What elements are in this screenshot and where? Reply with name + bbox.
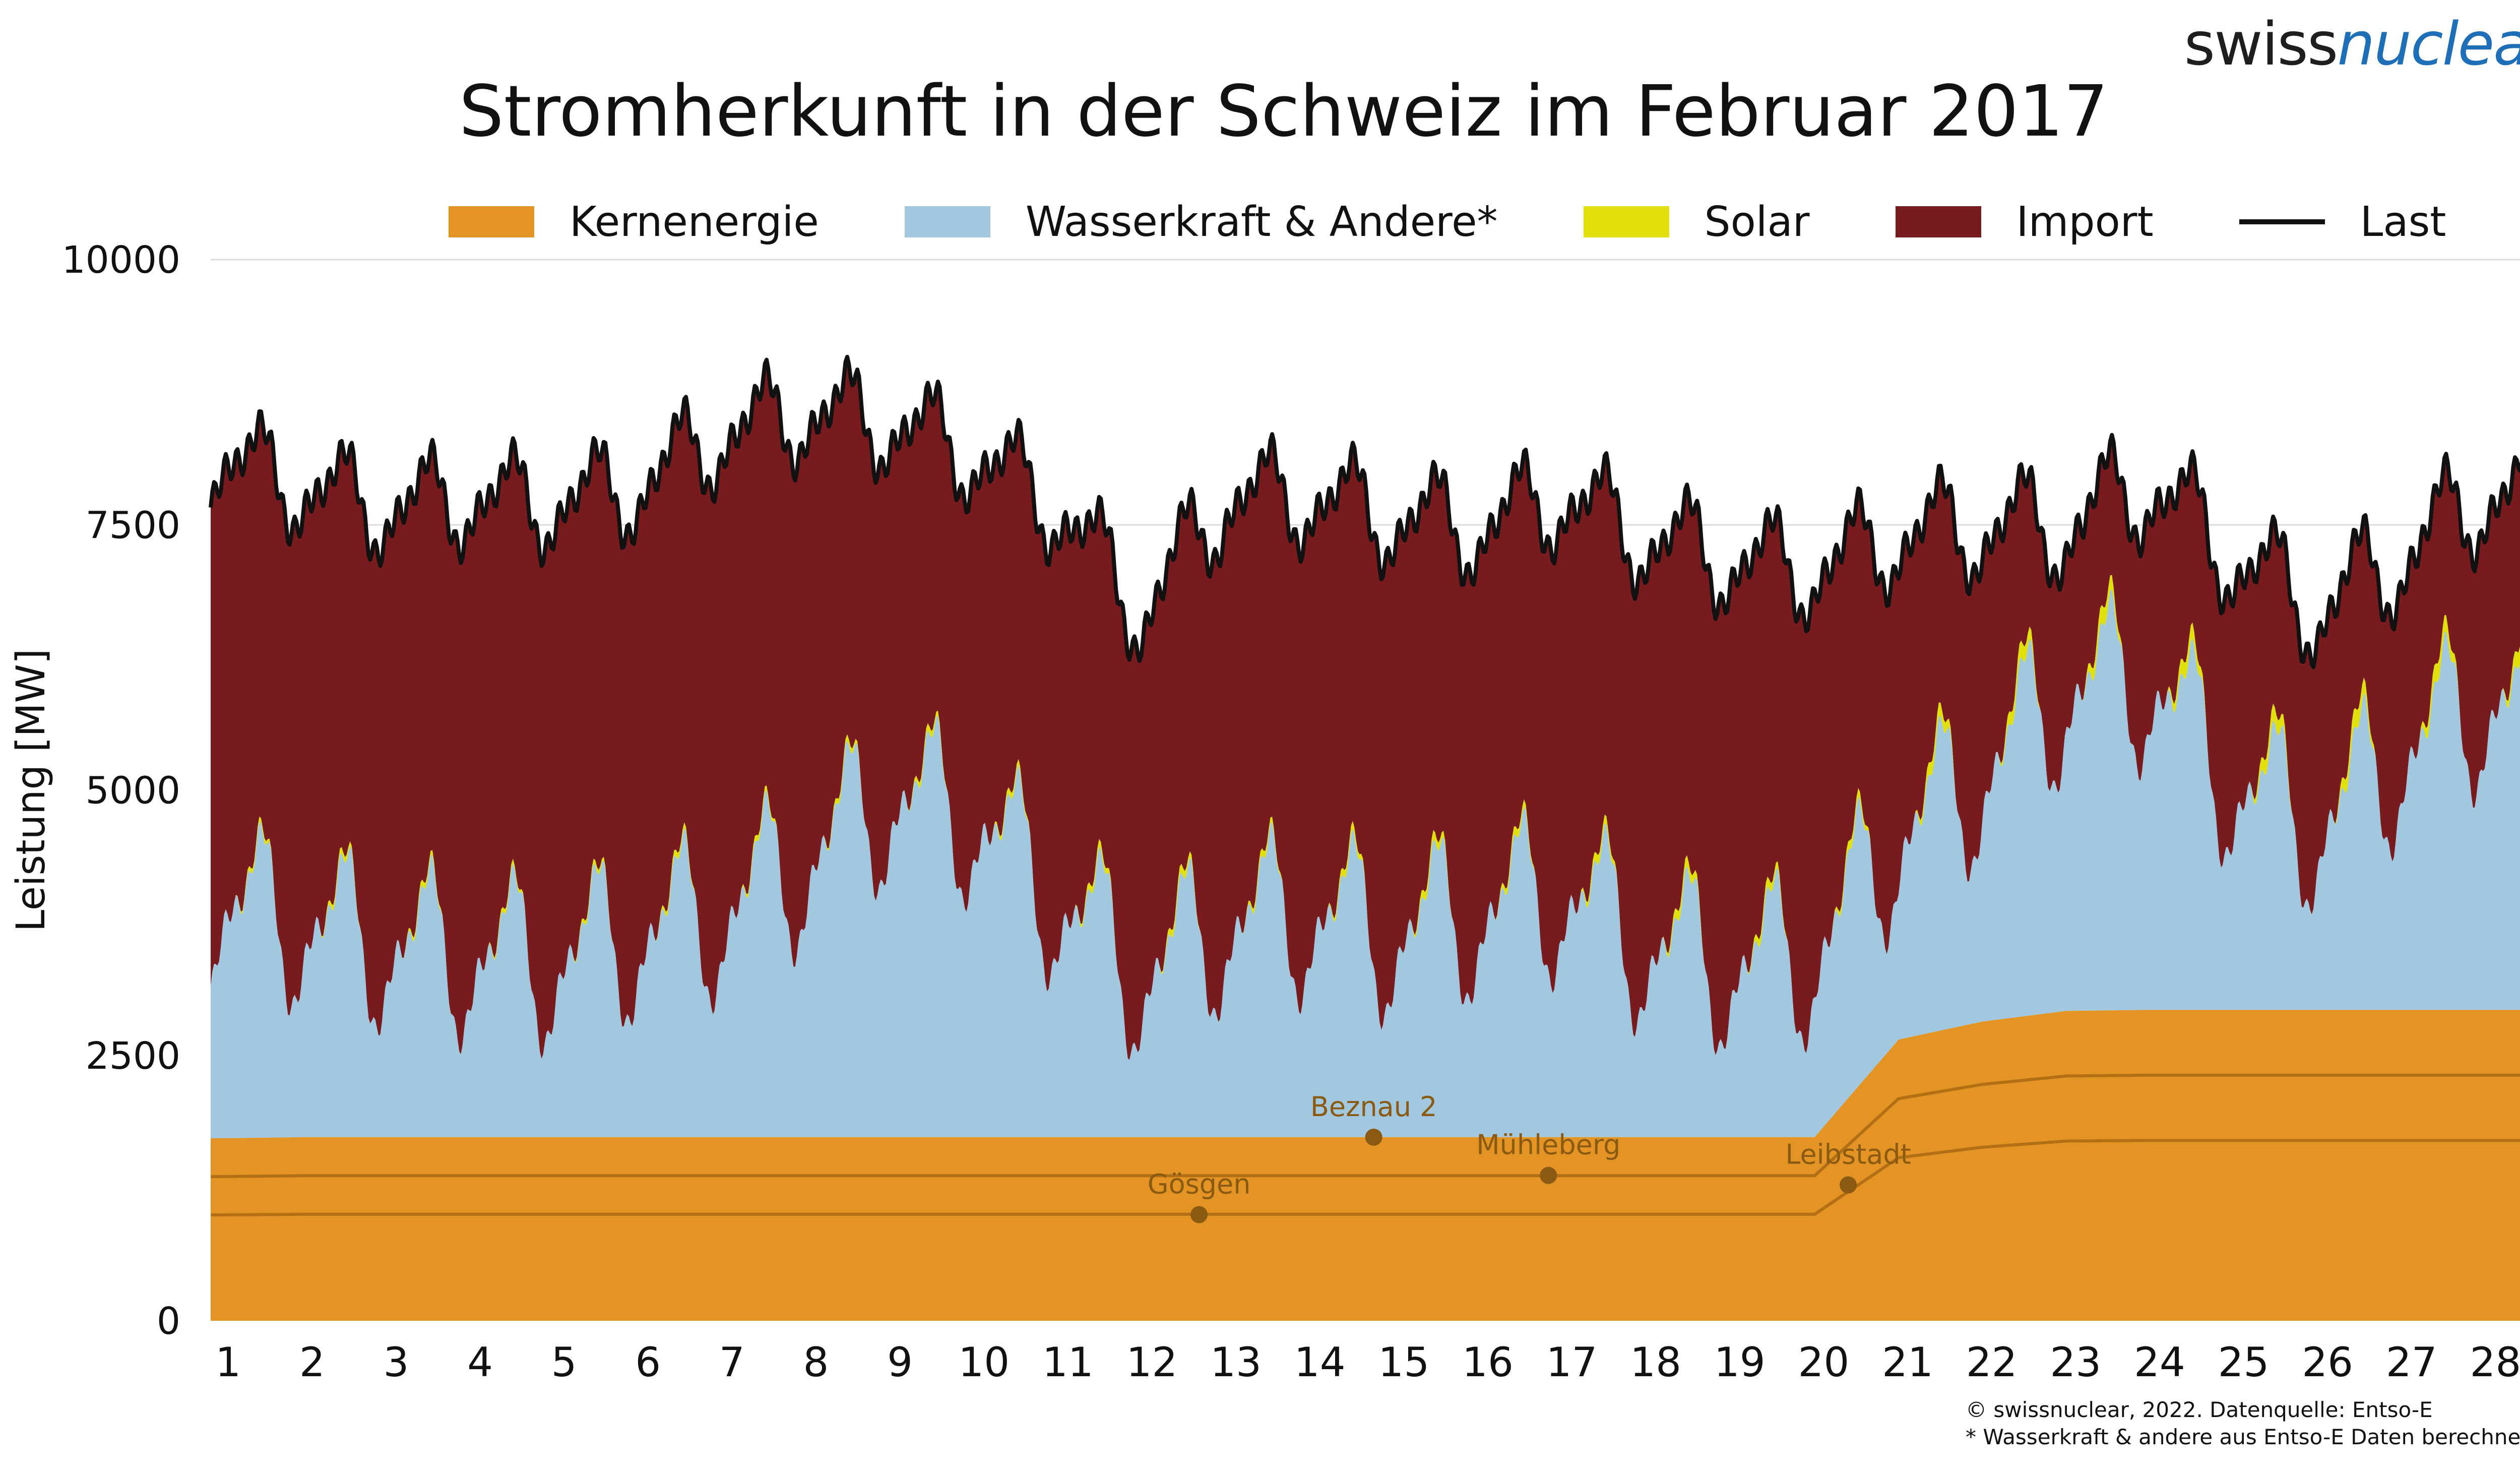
legend-swatch-hydro	[904, 206, 990, 237]
legend-item-solar: Solar	[1583, 198, 1810, 246]
legend-swatch-solar	[1583, 206, 1669, 237]
x-tick-label: 21	[1882, 1339, 1933, 1386]
x-tick-label: 16	[1462, 1339, 1514, 1386]
legend-item-hydro: Wasserkraft & Andere*	[904, 198, 1498, 246]
nuclear-plant-boundary	[211, 1139, 2520, 1216]
x-tick-label: 27	[2386, 1339, 2437, 1386]
plant-marker	[1840, 1176, 1857, 1194]
y-axis-title: Leistung [MW]	[9, 649, 54, 932]
chart-title: Stromherkunft in der Schweiz im Februar …	[459, 71, 2109, 153]
x-tick-label: 11	[1042, 1339, 1094, 1386]
series-load-line	[209, 354, 2520, 669]
x-tick-label: 9	[887, 1339, 913, 1386]
legend-label-load: Last	[2360, 198, 2446, 246]
series-import-area	[211, 356, 2520, 1060]
x-tick-label: 1	[215, 1339, 241, 1386]
x-tick-label: 4	[467, 1339, 493, 1386]
legend-label-hydro: Wasserkraft & Andere*	[1025, 198, 1498, 246]
legend-item-import: Import	[1895, 198, 2154, 246]
plant-label: Beznau 2	[1310, 1091, 1437, 1123]
x-tick-label: 15	[1378, 1339, 1429, 1386]
x-tick-label: 18	[1630, 1339, 1681, 1386]
legend-swatch-load	[2239, 219, 2325, 224]
x-tick-label: 28	[2470, 1339, 2520, 1386]
plant-label: Gösgen	[1148, 1169, 1251, 1200]
footnote-source: © swissnuclear, 2022. Datenquelle: Entso…	[1966, 1397, 2433, 1422]
series-nuclear-area	[211, 1010, 2520, 1321]
x-tick-label: 2	[299, 1339, 325, 1386]
x-tick-label: 23	[2050, 1339, 2101, 1386]
x-tick-label: 6	[635, 1339, 661, 1386]
legend-swatch-import	[1895, 206, 1981, 237]
plant-label: Leibstadt	[1785, 1139, 1911, 1171]
x-tick-label: 25	[2218, 1339, 2270, 1386]
legend-item-nuclear: Kernenergie	[449, 198, 819, 246]
legend-swatch-nuclear	[449, 206, 534, 237]
swissnuclear-logo: swissnuclear	[2184, 9, 2520, 79]
plant-marker	[1540, 1167, 1557, 1184]
nuclear-plant-boundary	[211, 1073, 2520, 1178]
plant-marker	[1365, 1128, 1382, 1146]
x-tick-label: 8	[803, 1339, 829, 1386]
logo-nuclear: nuclear	[2337, 9, 2520, 79]
x-tick-label: 22	[1966, 1339, 2018, 1386]
y-tick-label: 7500	[86, 504, 180, 547]
x-tick-label: 12	[1126, 1339, 1178, 1386]
x-tick-label: 10	[958, 1339, 1010, 1386]
legend-label-solar: Solar	[1704, 198, 1810, 246]
x-tick-label: 13	[1210, 1339, 1262, 1386]
y-tick-label: 10000	[62, 238, 180, 282]
legend-label-import: Import	[2016, 198, 2154, 246]
x-tick-label: 24	[2134, 1339, 2185, 1386]
legend: Kernenergie Wasserkraft & Andere* Solar …	[449, 197, 2520, 247]
x-tick-label: 3	[383, 1339, 409, 1386]
x-tick-label: 14	[1294, 1339, 1346, 1386]
y-tick-label: 2500	[86, 1034, 180, 1078]
x-tick-label: 7	[719, 1339, 745, 1386]
x-tick-label: 17	[1546, 1339, 1598, 1386]
x-tick-label: 5	[551, 1339, 577, 1386]
plant-marker	[1190, 1206, 1208, 1223]
series-hydro-area	[211, 589, 2520, 1138]
plant-label: Mühleberg	[1476, 1129, 1620, 1161]
footnote-hydro: * Wasserkraft & andere aus Entso-E Daten…	[1966, 1425, 2520, 1449]
y-tick-label: 5000	[86, 769, 180, 813]
legend-item-load: Last	[2239, 198, 2446, 246]
x-tick-label: 20	[1798, 1339, 1850, 1386]
y-tick-label: 0	[157, 1300, 180, 1343]
x-tick-label: 19	[1714, 1339, 1766, 1386]
legend-label-nuclear: Kernenergie	[570, 198, 819, 246]
logo-swiss: swiss	[2184, 9, 2339, 79]
x-tick-label: 26	[2302, 1339, 2353, 1386]
